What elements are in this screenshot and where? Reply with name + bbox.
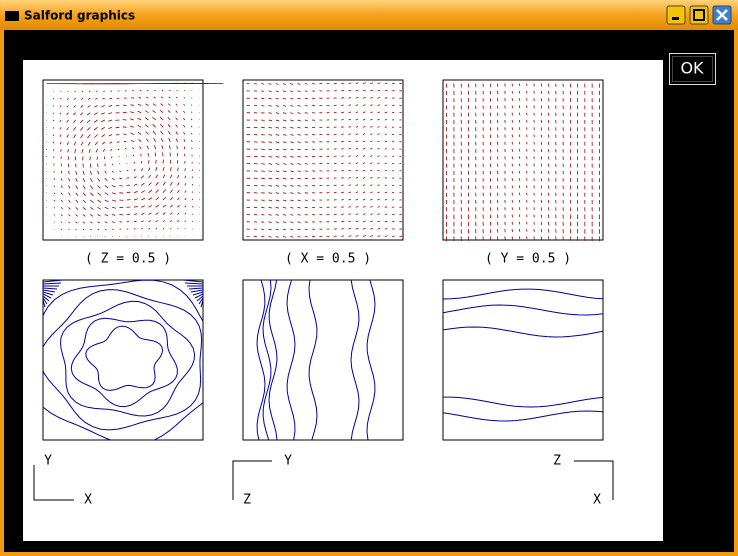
contour-plot-frame: [442, 279, 604, 441]
axis-lines: [33, 465, 74, 501]
minimize-icon: [672, 17, 679, 20]
title-bar: [0, 0, 738, 30]
contour-line: [256, 280, 266, 440]
ok-focus: [672, 56, 713, 82]
vector-plot-frame: [442, 79, 604, 241]
contours: [43, 280, 203, 440]
axis-label: X: [84, 493, 92, 508]
contour-line: [366, 280, 376, 440]
contour-line: [308, 280, 318, 440]
plots: ( Z = 0.5 ) ( X = 0.5 ) ( Y = 0.5 ): [42, 79, 604, 441]
contours: [256, 280, 376, 440]
contour-line: [443, 396, 603, 408]
axis-label: Z: [243, 493, 251, 508]
maximize-icon: [693, 9, 705, 21]
axis-lines: [232, 460, 272, 500]
contour-line: [59, 300, 196, 417]
contour-line: [268, 280, 278, 440]
contour-line: [43, 280, 203, 308]
contours: [443, 288, 603, 422]
plot-label: ( X = 0.5 ): [285, 252, 371, 267]
contour-line: [443, 410, 603, 422]
contour-line: [70, 317, 178, 408]
contour-plot-frame: [242, 279, 404, 441]
contour-line: [443, 288, 603, 300]
axis-label: Z: [553, 454, 561, 469]
window-icon: [5, 11, 19, 21]
ok-button[interactable]: [669, 53, 716, 85]
axis-label: Y: [44, 454, 52, 469]
window-title: Salford graphics: [24, 9, 135, 23]
vector-plot-frame: [242, 79, 404, 241]
contour-line: [262, 280, 272, 440]
contour-line: [85, 325, 164, 391]
plot-label: ( Z = 0.5 ): [85, 252, 171, 267]
contour-plot-frame: [42, 279, 204, 441]
contour-line: [350, 280, 360, 440]
ok-label: OK: [680, 59, 704, 78]
maximize-button[interactable]: [689, 5, 709, 25]
contour-line: [443, 326, 603, 338]
vector-field: [446, 83, 600, 242]
axis-label: Y: [284, 454, 292, 469]
contour-line: [286, 280, 296, 440]
contour-line: [43, 289, 203, 431]
plot-label: ( Y = 0.5 ): [485, 252, 571, 267]
contour-line: [443, 304, 603, 316]
vector-field: [246, 82, 403, 238]
contour-line: [43, 280, 203, 440]
minimize-button[interactable]: [666, 5, 686, 25]
vector-field: [45, 82, 224, 238]
close-icon: [716, 9, 728, 21]
axis-lines: [574, 460, 614, 500]
axis-label: X: [593, 493, 601, 508]
axis-indicators: [33, 460, 614, 501]
vector-plot-frame: [42, 79, 204, 241]
